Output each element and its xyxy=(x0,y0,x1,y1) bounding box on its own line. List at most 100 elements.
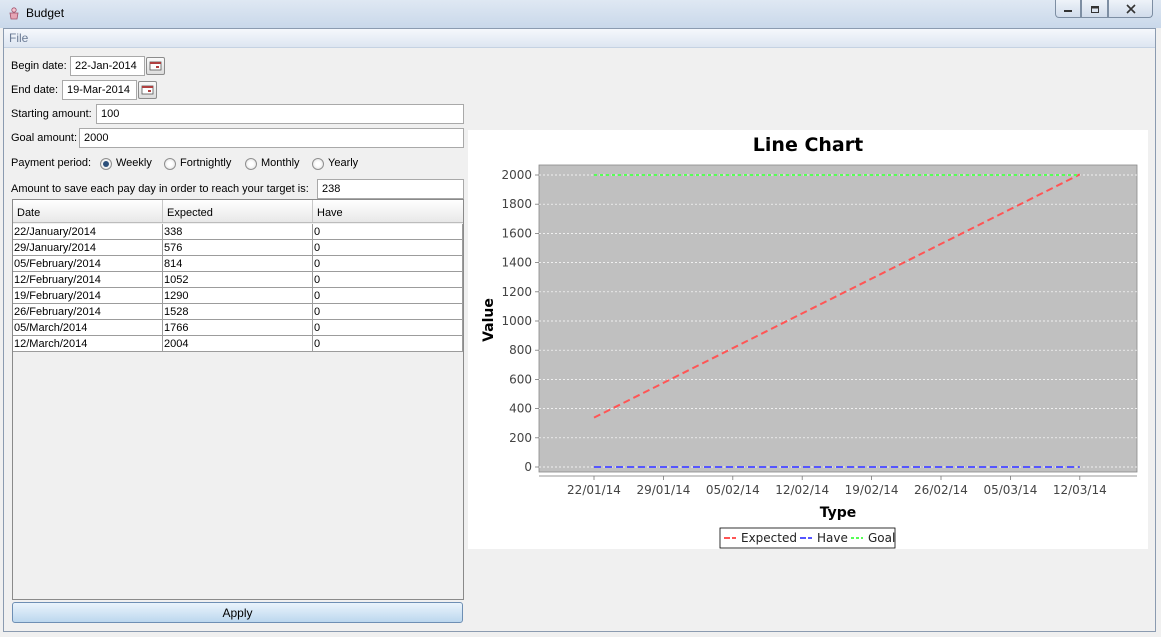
legend-box xyxy=(719,527,896,549)
expected-cell[interactable]: 2004 xyxy=(163,336,313,352)
y-tick-label: 1400 xyxy=(501,256,532,270)
y-tick-label: 1200 xyxy=(501,285,532,299)
x-tick-label: 19/02/14 xyxy=(845,483,899,497)
menu-bar: File xyxy=(4,29,1155,48)
legend-label-have: Have xyxy=(817,531,848,545)
x-tick-label: 12/02/14 xyxy=(775,483,829,497)
legend-label-goal: Goal xyxy=(868,531,895,545)
x-axis-label: Type xyxy=(820,505,857,521)
y-axis-label: Value xyxy=(481,298,497,342)
table-row[interactable]: 12/March/2014 2004 0 xyxy=(13,336,463,352)
app-icon xyxy=(9,7,19,20)
date-cell[interactable]: 12/February/2014 xyxy=(13,272,163,288)
calendar-icon xyxy=(141,85,154,95)
radio-weekly[interactable] xyxy=(100,158,112,170)
date-cell[interactable]: 29/January/2014 xyxy=(13,240,163,256)
have-cell[interactable]: 0 xyxy=(313,240,463,256)
title-bar: Budget xyxy=(0,0,1161,28)
radio-yearly-label[interactable]: Yearly xyxy=(328,157,359,169)
y-tick-label: 0 xyxy=(524,460,532,474)
legend-label-expected: Expected xyxy=(741,531,797,545)
end-date-field[interactable]: 19-Mar-2014 xyxy=(62,80,137,100)
goal-amount-label: Goal amount: xyxy=(11,132,78,144)
table-row[interactable]: 12/February/2014 1052 0 xyxy=(13,272,463,288)
apply-button[interactable]: Apply xyxy=(12,602,463,623)
table-row[interactable]: 19/February/2014 1290 0 xyxy=(13,288,463,304)
date-cell[interactable]: 05/February/2014 xyxy=(13,256,163,272)
have-cell[interactable]: 0 xyxy=(313,288,463,304)
savings-table[interactable]: Date Expected Have 22/January/2014 338 0 29… xyxy=(12,199,464,600)
minimize-button[interactable] xyxy=(1055,0,1081,18)
begin-date-calendar-button[interactable] xyxy=(146,57,165,75)
table-row[interactable]: 05/March/2014 1766 0 xyxy=(13,320,463,336)
window-title: Budget xyxy=(26,6,65,20)
x-tick-label: 22/01/14 xyxy=(567,483,621,497)
y-tick-label: 1000 xyxy=(501,314,532,328)
y-tick-label: 2000 xyxy=(501,168,532,182)
date-cell[interactable]: 19/February/2014 xyxy=(13,288,163,304)
expected-cell[interactable]: 814 xyxy=(163,256,313,272)
x-tick-label: 05/02/14 xyxy=(706,483,760,497)
x-tick-label: 29/01/14 xyxy=(636,483,690,497)
line-chart: Line Chart 0 200 400 600 800 1000 1200 1400 1600 1… xyxy=(481,134,1138,549)
chart-panel: Line Chart 0 200 400 600 800 1000 1200 1400 1600 1… xyxy=(468,130,1148,549)
restore-icon xyxy=(1090,6,1099,13)
restore-button[interactable] xyxy=(1081,0,1108,18)
starting-amount-field[interactable]: 100 xyxy=(96,104,464,124)
close-icon xyxy=(1125,3,1136,14)
radio-fortnightly[interactable] xyxy=(164,158,176,170)
starting-amount-label: Starting amount: xyxy=(11,108,92,120)
radio-monthly[interactable] xyxy=(245,158,257,170)
table-row[interactable]: 05/February/2014 814 0 xyxy=(13,256,463,272)
have-cell[interactable]: 0 xyxy=(313,320,463,336)
expected-cell[interactable]: 1528 xyxy=(163,304,313,320)
date-cell[interactable]: 26/February/2014 xyxy=(13,304,163,320)
column-header-expected[interactable]: Expected xyxy=(163,200,313,222)
x-tick-label: 26/02/14 xyxy=(914,483,968,497)
expected-cell[interactable]: 1766 xyxy=(163,320,313,336)
have-cell[interactable]: 0 xyxy=(313,336,463,352)
y-tick-label: 200 xyxy=(509,431,532,445)
save-amount-label: Amount to save each pay day in order to … xyxy=(11,183,309,195)
expected-cell[interactable]: 576 xyxy=(163,240,313,256)
date-cell[interactable]: 22/January/2014 xyxy=(13,224,163,240)
menu-file[interactable]: File xyxy=(9,31,29,45)
y-tick-label: 1800 xyxy=(501,197,532,211)
have-cell[interactable]: 0 xyxy=(313,256,463,272)
have-cell[interactable]: 0 xyxy=(313,272,463,288)
table-row[interactable]: 22/January/2014 338 0 xyxy=(13,224,463,240)
table-row[interactable]: 29/January/2014 576 0 xyxy=(13,240,463,256)
series-line-expected xyxy=(593,173,1081,419)
payment-period-label: Payment period: xyxy=(11,157,92,169)
radio-fortnightly-label[interactable]: Fortnightly xyxy=(180,157,232,169)
column-header-date[interactable]: Date xyxy=(13,200,163,222)
goal-amount-field[interactable]: 2000 xyxy=(79,128,464,148)
y-tick-label: 400 xyxy=(509,402,532,416)
chart-title: Line Chart xyxy=(753,134,863,156)
date-cell[interactable]: 05/March/2014 xyxy=(13,320,163,336)
begin-date-field[interactable]: 22-Jan-2014 xyxy=(70,56,145,76)
end-date-label: End date: xyxy=(11,84,59,96)
y-tick-label: 1600 xyxy=(501,226,532,240)
begin-date-label: Begin date: xyxy=(11,60,67,72)
radio-yearly[interactable] xyxy=(312,158,324,170)
x-tick-label: 05/03/14 xyxy=(983,483,1037,497)
save-amount-field[interactable]: 238 xyxy=(317,179,464,199)
radio-weekly-label[interactable]: Weekly xyxy=(116,157,152,169)
expected-cell[interactable]: 1290 xyxy=(163,288,313,304)
column-header-have[interactable]: Have xyxy=(317,207,343,219)
have-cell[interactable]: 0 xyxy=(313,304,463,320)
x-tick-label: 12/03/14 xyxy=(1053,483,1107,497)
y-tick-label: 600 xyxy=(509,372,532,386)
close-button[interactable] xyxy=(1108,0,1153,18)
expected-cell[interactable]: 338 xyxy=(163,224,313,240)
table-row[interactable]: 26/February/2014 1528 0 xyxy=(13,304,463,320)
plot-area xyxy=(538,164,1138,473)
expected-cell[interactable]: 1052 xyxy=(163,272,313,288)
date-cell[interactable]: 12/March/2014 xyxy=(13,336,163,352)
end-date-calendar-button[interactable] xyxy=(138,81,157,99)
minimize-icon xyxy=(1064,9,1072,12)
radio-monthly-label[interactable]: Monthly xyxy=(261,157,300,169)
have-cell[interactable]: 0 xyxy=(313,224,463,240)
table-body: 22/January/2014 338 0 29/January/2014 576 0 05… xyxy=(13,224,463,354)
